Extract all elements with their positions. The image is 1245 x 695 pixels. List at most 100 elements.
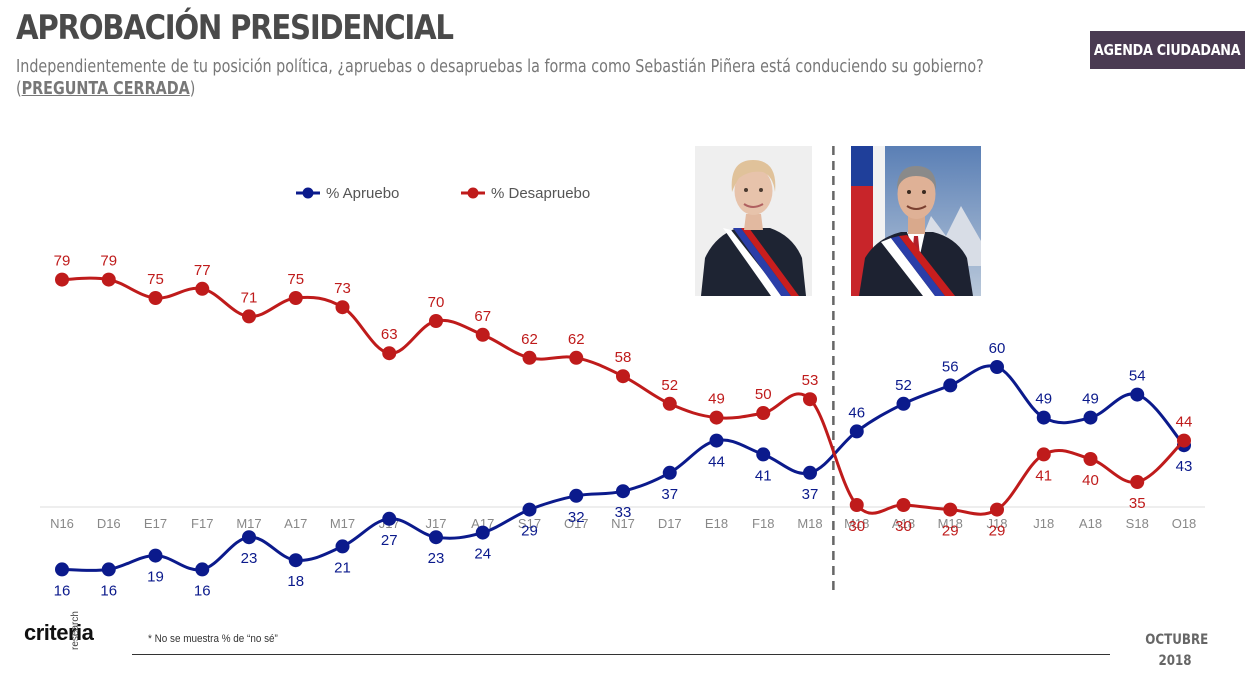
data-label-1: 30	[848, 518, 865, 535]
data-point-0	[335, 539, 350, 554]
data-point-0	[55, 562, 69, 577]
data-label-0: 27	[381, 532, 398, 549]
data-label-0: 21	[334, 559, 351, 576]
data-label-1: 50	[755, 386, 772, 403]
data-point-1	[148, 291, 163, 305]
x-tick-label: J18	[1033, 516, 1054, 531]
legend-label-0: % Apruebo	[326, 185, 399, 202]
data-label-0: 16	[194, 582, 211, 599]
data-point-1	[616, 369, 630, 384]
x-tick-label: M18	[797, 516, 822, 531]
data-point-1	[990, 502, 1004, 517]
data-point-0	[943, 378, 958, 393]
data-point-1	[101, 272, 116, 287]
data-point-0	[475, 525, 490, 540]
data-point-0	[288, 553, 303, 568]
legend-marker-1	[467, 187, 479, 199]
x-tick-label: J17	[426, 516, 447, 531]
data-label-0: 29	[521, 523, 538, 540]
data-point-0	[382, 511, 397, 526]
data-label-0: 37	[802, 486, 819, 503]
data-point-1	[1130, 475, 1145, 489]
agenda-badge-label: AGENDA CIUDADANA	[1094, 41, 1241, 59]
data-label-0: 49	[1082, 391, 1099, 408]
data-point-1	[1177, 433, 1191, 448]
data-label-1: 41	[1035, 467, 1052, 484]
data-point-0	[990, 360, 1004, 374]
data-label-0: 44	[708, 454, 725, 471]
data-label-0: 23	[428, 550, 445, 567]
data-point-1	[522, 350, 537, 365]
x-tick-label: O18	[1172, 516, 1197, 531]
data-label-0: 19	[147, 569, 164, 586]
data-label-0: 33	[615, 504, 632, 521]
data-label-1: 49	[708, 391, 725, 408]
series-line-1	[61, 276, 1186, 516]
data-point-1	[1036, 447, 1051, 462]
data-label-0: 37	[661, 486, 678, 503]
data-label-1: 67	[474, 308, 491, 325]
x-tick-label: M18	[938, 516, 963, 531]
data-point-1	[195, 281, 210, 296]
question-type-label: PREGUNTA CERRADA	[21, 79, 190, 99]
data-point-0	[569, 488, 584, 503]
data-point-0	[849, 424, 864, 439]
criteria-logo: criteria	[24, 620, 94, 645]
x-tick-label: F18	[752, 516, 774, 531]
x-tick-label: A18	[1079, 516, 1102, 531]
president-portrait-left	[695, 146, 812, 296]
president-portrait-right	[851, 146, 981, 296]
data-label-1: 75	[147, 271, 164, 288]
series-line-0	[61, 364, 1186, 572]
data-point-0	[803, 465, 817, 480]
data-label-0: 52	[895, 377, 912, 394]
data-point-0	[1130, 387, 1145, 402]
data-label-1: 63	[381, 326, 398, 343]
data-label-0: 16	[54, 582, 71, 599]
data-label-1: 40	[1082, 472, 1099, 489]
data-label-1: 77	[194, 262, 211, 279]
data-label-0: 60	[989, 340, 1006, 357]
x-tick-label: E17	[144, 516, 167, 531]
x-tick-label: M18	[844, 516, 869, 531]
data-point-0	[616, 484, 630, 499]
data-point-1	[429, 314, 443, 328]
data-label-0: 43	[1176, 458, 1193, 475]
data-label-1: 75	[287, 271, 304, 288]
report-month: OCTUBRE	[1145, 632, 1209, 648]
question-type: (PREGUNTA CERRADA)	[16, 79, 196, 99]
data-label-1: 29	[942, 523, 959, 540]
data-point-1	[756, 406, 771, 420]
data-label-1: 29	[989, 523, 1006, 540]
x-tick-label: A17	[284, 516, 307, 531]
data-label-1: 79	[100, 253, 117, 270]
data-label-0: 41	[755, 467, 772, 484]
x-tick-label: S17	[518, 516, 541, 531]
data-label-0: 46	[848, 404, 865, 421]
footnote: * No se muestra % de “no sé”	[148, 633, 278, 645]
x-tick-label: D16	[97, 516, 121, 531]
x-tick-label: S18	[1126, 516, 1149, 531]
x-tick-label: A18	[892, 516, 915, 531]
data-label-1: 44	[1176, 414, 1193, 431]
data-point-0	[756, 447, 771, 462]
criteria-logo-sub: research	[70, 611, 81, 650]
data-label-0: 24	[474, 546, 491, 563]
x-tick-label: M17	[330, 516, 355, 531]
data-point-0	[242, 530, 256, 545]
data-point-1	[569, 350, 584, 365]
data-point-1	[335, 300, 350, 315]
data-point-1	[382, 346, 397, 361]
data-label-0: 32	[568, 509, 585, 526]
data-label-0: 56	[942, 358, 959, 375]
x-tick-label: E18	[705, 516, 728, 531]
data-label-1: 73	[334, 280, 351, 297]
legend-marker-0	[302, 187, 314, 199]
data-point-1	[288, 291, 303, 305]
data-label-0: 54	[1129, 368, 1146, 385]
x-tick-label: J18	[987, 516, 1008, 531]
line-chart: N16D16E17F17M17A17M17J17J17A17S17O17N17D…	[40, 146, 1205, 599]
agenda-badge: AGENDA CIUDADANA	[1090, 31, 1245, 69]
data-point-1	[709, 410, 724, 425]
data-point-1	[242, 309, 256, 324]
